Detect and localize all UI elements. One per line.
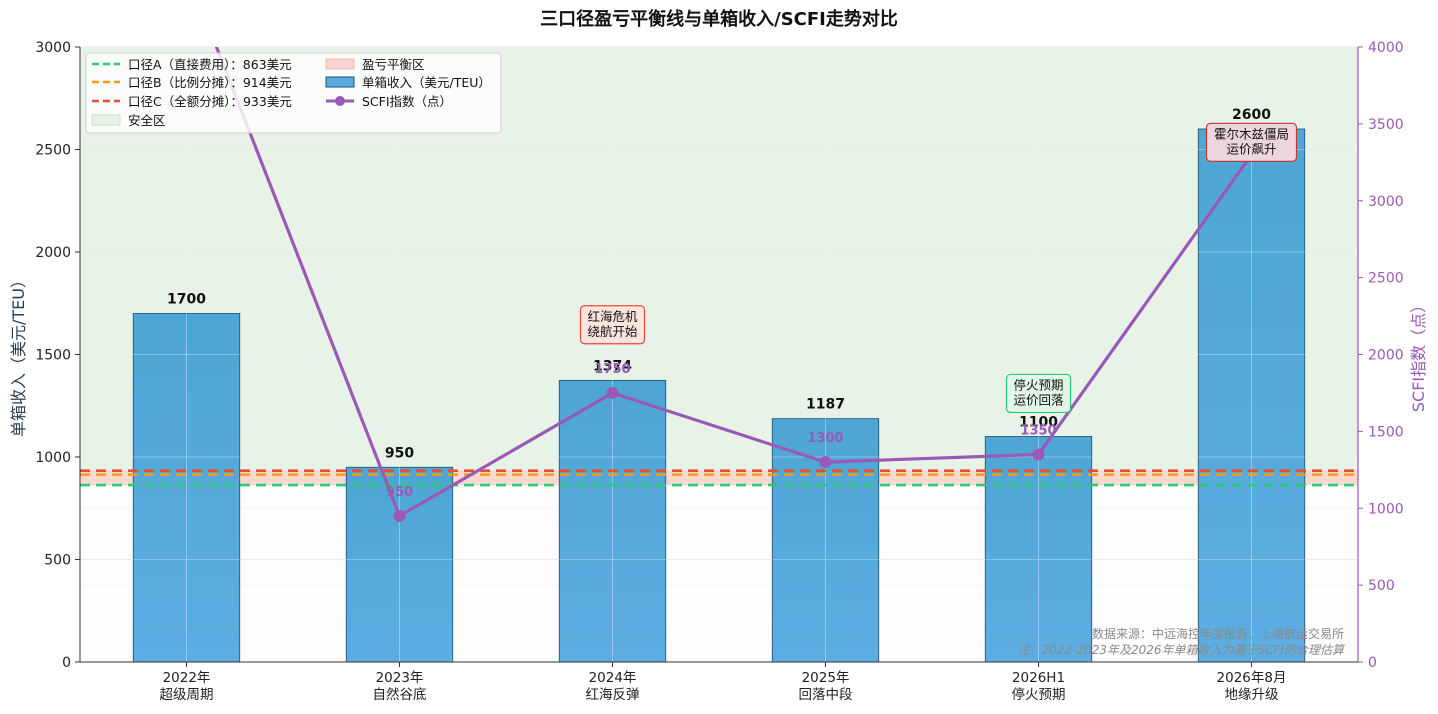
y-tick-label: 500 bbox=[44, 553, 71, 569]
breakeven-zone bbox=[80, 470, 1358, 486]
legend-label: 口径C（全额分摊）：933美元 bbox=[128, 94, 292, 109]
legend-swatch bbox=[325, 76, 355, 88]
annotation-text: 霍尔木兹僵局运价飙升 bbox=[1214, 126, 1289, 156]
scfi-line bbox=[214, 47, 1253, 518]
annotation: 红海危机绕航开始 bbox=[579, 305, 646, 345]
y2-tick-label: 2500 bbox=[1368, 271, 1404, 287]
annotation-box bbox=[1205, 122, 1298, 162]
bar-value-label: 1374 bbox=[593, 358, 632, 374]
bar-value-label: 2600 bbox=[1232, 107, 1271, 123]
x-tick-label: 2026H1 停火预期 bbox=[1012, 670, 1066, 703]
legend: 口径A（直接费用）：863美元口径B（比例分摊）：914美元口径C（全额分摊）：… bbox=[85, 52, 502, 134]
legend-label: 口径A（直接费用）：863美元 bbox=[128, 57, 292, 72]
annotation: 霍尔木兹僵局运价飙升 bbox=[1205, 122, 1298, 162]
bar bbox=[132, 313, 241, 663]
annotation: 停火预期运价回落 bbox=[1005, 373, 1072, 414]
annotation-box bbox=[579, 305, 646, 345]
annotation-box bbox=[1005, 373, 1072, 414]
bar bbox=[558, 379, 667, 663]
annotation-text: 停火预期运价回落 bbox=[1013, 377, 1064, 407]
y-tick-label: 0 bbox=[62, 655, 71, 671]
x-tick-label: 2026年8月地缘升级 bbox=[1217, 670, 1287, 703]
legend-label: 口径B（比例分摊）：914美元 bbox=[128, 75, 292, 90]
source-notes: 数据来源：中远海控年度报告、上海航运交易所注：2022-2023年及2026年单… bbox=[1018, 626, 1346, 657]
x-tick-label: 2024年红海反弹 bbox=[586, 670, 640, 703]
y2-tick-label: 2000 bbox=[1368, 348, 1404, 364]
scfi-value-label: 1300 bbox=[807, 431, 843, 446]
legend-swatch bbox=[325, 58, 355, 70]
bar-value-label: 1187 bbox=[806, 397, 845, 413]
y2-axis-label: SCFI指数（点） bbox=[1409, 297, 1428, 412]
scfi-value-label: 1350 bbox=[1020, 423, 1056, 438]
reference-lines bbox=[80, 469, 1358, 487]
scfi-point bbox=[819, 456, 832, 469]
legend-label: 盈亏平衡区 bbox=[362, 57, 425, 72]
source-note: 数据来源：中远海控年度报告、上海航运交易所 bbox=[1092, 626, 1344, 641]
bar-value-label: 1100 bbox=[1019, 415, 1058, 431]
bar-value-label: 1700 bbox=[167, 292, 206, 308]
y-axis-label: 单箱收入（美元/TEU） bbox=[9, 272, 28, 437]
y2-tick-label: 1000 bbox=[1368, 501, 1404, 517]
scfi-point bbox=[393, 509, 406, 522]
y-tick-label: 3000 bbox=[35, 40, 71, 56]
y-tick-label: 2500 bbox=[35, 143, 71, 159]
y2-tick-label: 1500 bbox=[1368, 424, 1404, 440]
bar bbox=[1197, 128, 1306, 663]
x-tick-label: 2023年自然谷底 bbox=[373, 670, 427, 703]
annotation-text: 红海危机绕航开始 bbox=[587, 309, 638, 339]
scfi-value-label: 1750 bbox=[594, 362, 630, 377]
axes: 0 500 1000 1500 2000 2500 3000 0 500 1000 1500 2000… bbox=[9, 40, 1428, 703]
y2-tick-label: 3000 bbox=[1368, 194, 1404, 210]
y-tick-label: 1500 bbox=[35, 348, 71, 364]
y2-tick-label: 3500 bbox=[1368, 117, 1404, 133]
bar-value-label: 950 bbox=[385, 445, 414, 461]
y-tick-label: 1000 bbox=[35, 450, 71, 466]
scfi-point bbox=[606, 386, 619, 399]
y2-tick-label: 4000 bbox=[1368, 40, 1404, 56]
y-tick-label: 2000 bbox=[35, 245, 71, 261]
x-tick-label: 2025年回落中段 bbox=[799, 670, 853, 703]
legend-label: SCFI指数（点） bbox=[362, 94, 452, 109]
scfi-point bbox=[1032, 448, 1045, 461]
legend-label: 单箱收入（美元/TEU） bbox=[362, 75, 491, 90]
y2-tick-label: 0 bbox=[1368, 655, 1377, 671]
legend-swatch-marker bbox=[335, 96, 345, 106]
footnote: 注：2022-2023年及2026年单箱收入为基于SCFI的合理估算 bbox=[1018, 643, 1346, 657]
scfi-value-label: 950 bbox=[386, 485, 413, 500]
bar-series bbox=[80, 46, 1358, 663]
bar bbox=[345, 466, 454, 663]
legend-box bbox=[85, 52, 502, 134]
chart-title: 三口径盈亏平衡线与单箱收入/SCFI走势对比 bbox=[540, 8, 898, 30]
x-tick-label: 2022年超级周期 bbox=[160, 670, 214, 703]
legend-swatch bbox=[91, 114, 121, 126]
legend-label: 安全区 bbox=[128, 113, 166, 128]
y2-tick-label: 500 bbox=[1368, 578, 1395, 594]
